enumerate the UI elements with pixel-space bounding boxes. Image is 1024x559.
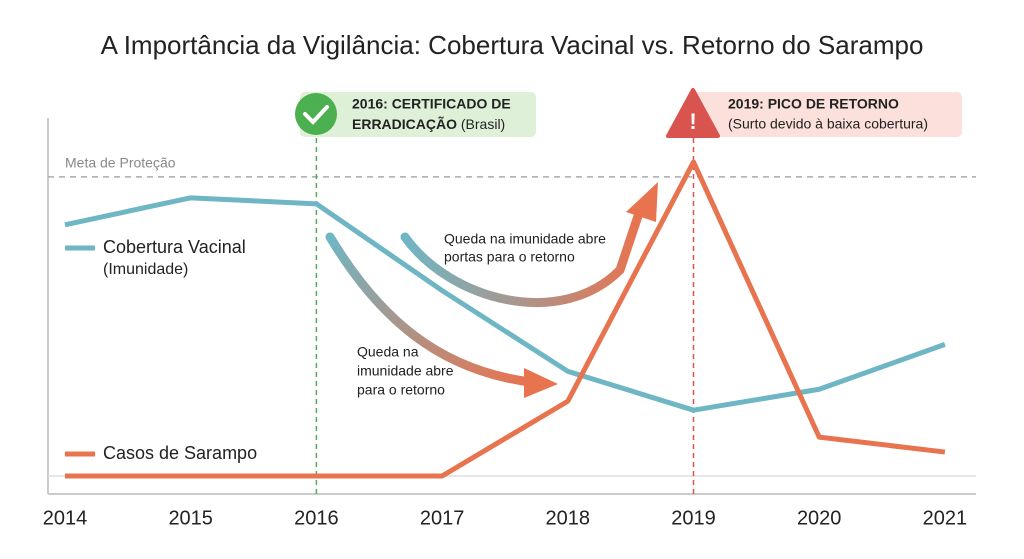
series-line bbox=[65, 159, 946, 479]
x-tick-label: 2015 bbox=[168, 507, 213, 529]
chart-title: A Importância da Vigilância: Cobertura V… bbox=[101, 30, 924, 60]
arrow-head bbox=[524, 368, 558, 398]
callout-box bbox=[690, 92, 962, 137]
callout-text: ERRADICAÇÃO (Brasil) bbox=[352, 115, 505, 132]
callout-bold: ERRADICAÇÃO bbox=[352, 115, 457, 132]
legend-label: Casos de Sarampo bbox=[103, 443, 257, 463]
callout-box bbox=[300, 92, 536, 137]
callout-text: (Surto devido à baixa cobertura) bbox=[728, 116, 928, 132]
target-label: Meta de Proteção bbox=[65, 155, 176, 171]
legend-sublabel: (Imunidade) bbox=[103, 261, 188, 278]
x-tick-label: 2018 bbox=[546, 507, 591, 529]
callout-detail: (Brasil) bbox=[461, 116, 505, 132]
legend-label: Cobertura Vacinal bbox=[103, 237, 246, 257]
x-tick-label: 2017 bbox=[420, 507, 465, 529]
arrow-head bbox=[626, 182, 658, 222]
x-tick-label: 2014 bbox=[43, 507, 88, 529]
x-tick-label: 2020 bbox=[797, 507, 842, 529]
note: para o retorno bbox=[357, 382, 445, 398]
warning-mark: ! bbox=[689, 109, 696, 134]
x-tick-label: 2016 bbox=[294, 507, 339, 529]
note-arrow bbox=[325, 232, 535, 387]
note: portas para o retorno bbox=[444, 249, 575, 265]
callout-text: 2016: CERTIFICADO DE bbox=[352, 96, 511, 112]
x-tick-label: 2019 bbox=[671, 507, 716, 529]
note: Queda na bbox=[357, 344, 419, 360]
note-arrow bbox=[400, 205, 645, 307]
x-tick-label: 2021 bbox=[923, 507, 968, 529]
callout-text: 2019: PICO DE RETORNO bbox=[728, 96, 899, 112]
check-mark bbox=[303, 105, 329, 125]
note: imunidade abre bbox=[357, 363, 454, 379]
check-icon bbox=[295, 93, 337, 135]
note: Queda na imunidade abre bbox=[444, 231, 606, 247]
warning-icon bbox=[666, 88, 720, 138]
